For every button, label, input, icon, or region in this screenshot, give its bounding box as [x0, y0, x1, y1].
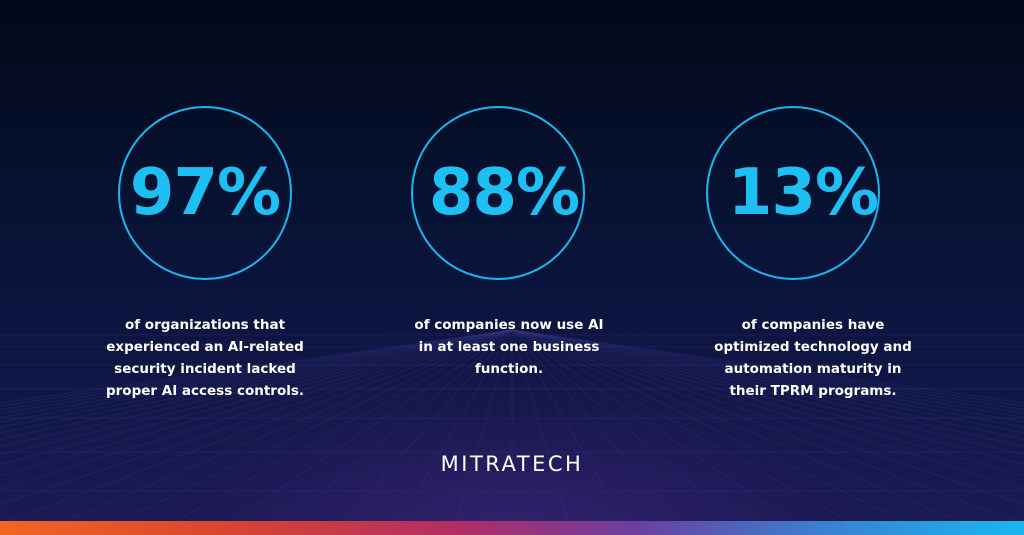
grid-ray — [0, 329, 513, 418]
grid-ray — [511, 329, 1024, 404]
grid-ray — [0, 329, 513, 456]
stat-description-line: proper AI access controls. — [105, 383, 305, 399]
grid-ray — [31, 329, 513, 535]
grid-ray — [0, 329, 513, 525]
grid-ray — [0, 329, 513, 423]
grid-ray — [0, 329, 513, 506]
stat-description-line: function. — [474, 361, 544, 377]
stat-description-3: of companies have optimized technology a… — [683, 314, 943, 402]
stat-ring-3 — [706, 106, 880, 280]
grid-ray — [511, 329, 1024, 506]
grid-ray — [0, 329, 513, 434]
grid-ray — [511, 329, 693, 535]
grid-ray — [0, 329, 513, 490]
grid-ray — [511, 329, 1024, 490]
grid-ray — [0, 329, 513, 440]
stat-ring-1 — [118, 106, 292, 280]
grid-ray — [391, 329, 513, 535]
grid-ray — [511, 329, 573, 535]
grid-ray — [271, 329, 513, 535]
grid-ray — [511, 329, 633, 535]
gradient-footer-bar — [0, 521, 1024, 535]
grid-ray — [211, 329, 513, 535]
logo-wordmark: MITRATECH — [440, 452, 584, 476]
grid-ray — [451, 329, 513, 535]
stat-description-line: experienced an AI-related — [106, 339, 304, 355]
grid-ray — [511, 329, 813, 535]
grid-ray — [511, 329, 1024, 414]
grid-ray — [511, 329, 1024, 428]
stat-description-line: of companies have — [741, 317, 885, 333]
grid-ray — [511, 329, 873, 535]
grid-ray — [511, 329, 1024, 477]
grid-ray — [511, 329, 1024, 448]
stat-description-line: of companies now use AI — [414, 317, 604, 333]
grid-ray — [511, 329, 1024, 411]
stat-value-1: 97% — [129, 156, 281, 230]
grid-ray — [91, 329, 513, 535]
stat-description-line: automation maturity in — [724, 361, 902, 377]
grid-ray — [511, 329, 753, 535]
mitratech-logo: MITRATECH — [412, 452, 612, 480]
grid-ray — [511, 329, 933, 535]
stat-value-2: 88% — [428, 156, 580, 230]
grid-ray — [331, 329, 513, 535]
grid-ray — [511, 329, 1024, 440]
grid-ray — [511, 329, 1024, 525]
stat-description-1: of organizations that experienced an AI-… — [75, 314, 335, 402]
grid-ray — [511, 329, 1024, 418]
grid-ray — [0, 329, 513, 407]
grid-ray — [0, 329, 513, 466]
grid-ray — [511, 329, 1024, 456]
grid-ray — [511, 329, 993, 535]
stat-ring-2 — [411, 106, 585, 280]
grid-ray — [511, 329, 1024, 466]
grid-ray — [0, 329, 513, 414]
stat-value-3: 13% — [727, 156, 879, 230]
stat-description-line: their TPRM programs. — [729, 383, 897, 399]
stat-description-line: of organizations that — [124, 317, 286, 333]
grid-ray — [0, 329, 513, 448]
grid-ray — [511, 329, 1024, 407]
grid-ray — [151, 329, 513, 535]
grid-ray — [0, 329, 513, 428]
grid-ray — [511, 329, 1024, 423]
grid-ray — [0, 329, 513, 404]
stat-description-line: optimized technology and — [714, 339, 912, 355]
stat-description-2: of companies now use AI in at least one … — [379, 314, 639, 380]
stat-description-line: security incident lacked — [114, 361, 296, 377]
stat-description-line: in at least one business — [418, 339, 600, 355]
grid-ray — [511, 329, 1024, 434]
grid-ray — [0, 329, 513, 477]
grid-ray — [0, 329, 513, 411]
